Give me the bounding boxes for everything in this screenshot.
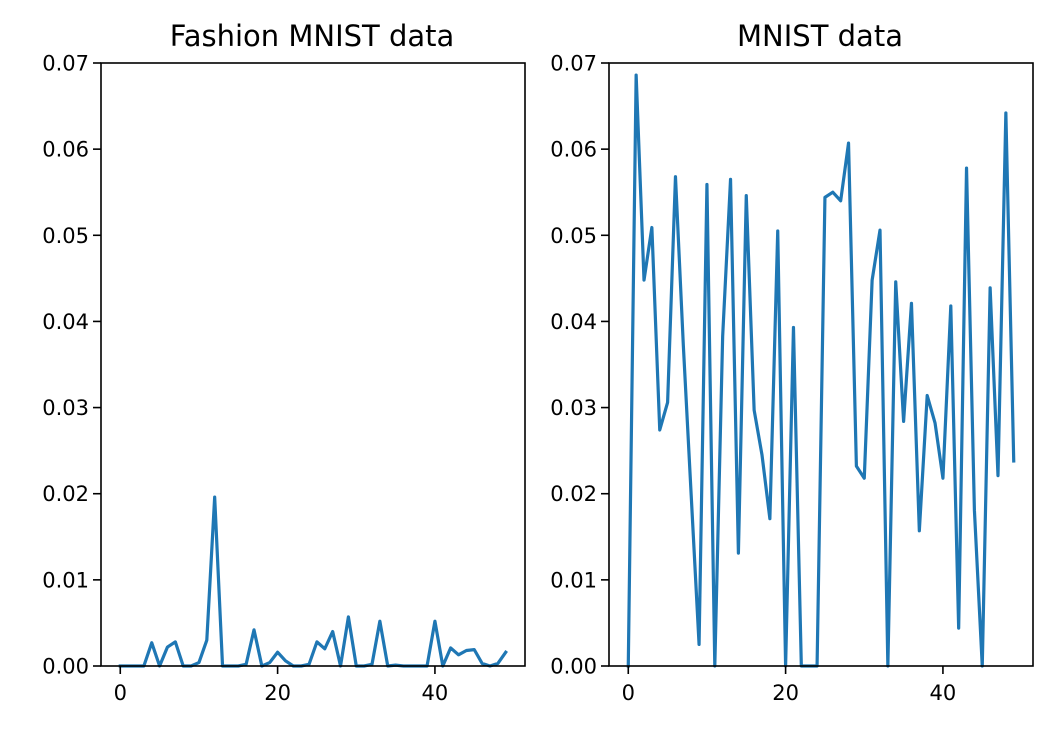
y-tick-label: 0.03	[42, 396, 89, 420]
x-tick-label: 40	[930, 681, 957, 705]
x-tick-label: 40	[422, 681, 449, 705]
axes-frame	[100, 62, 526, 667]
y-tick-label: 0.02	[42, 482, 89, 506]
chart-title: MNIST data	[737, 19, 903, 53]
y-tick-label: 0.06	[550, 138, 597, 162]
y-tick-label: 0.06	[42, 138, 89, 162]
y-tick-label: 0.07	[42, 52, 89, 76]
y-tick-label: 0.01	[550, 568, 597, 592]
series-line	[626, 73, 1016, 668]
x-tick-label: 0	[114, 681, 127, 705]
y-tick-label: 0.00	[550, 655, 597, 679]
x-tick-label: 20	[772, 681, 799, 705]
y-tick-label: 0.04	[550, 310, 597, 334]
y-tick-label: 0.04	[42, 310, 89, 334]
y-tick-label: 0.05	[550, 224, 597, 248]
x-axis: 0 20 40	[622, 666, 957, 705]
series-layer	[118, 495, 508, 668]
x-tick-label: 20	[264, 681, 291, 705]
x-axis: 0 20 40	[114, 666, 449, 705]
y-tick-label: 0.05	[42, 224, 89, 248]
series-layer	[626, 73, 1016, 668]
axes-frame	[608, 62, 1034, 667]
y-tick-label: 0.03	[550, 396, 597, 420]
y-tick-label: 0.07	[550, 52, 597, 76]
y-axis: 0.00 0.01 0.02 0.03 0.04 0.05 0.06 0.07	[42, 52, 101, 679]
chart-title: Fashion MNIST data	[170, 19, 455, 53]
y-tick-label: 0.00	[42, 655, 89, 679]
y-tick-label: 0.01	[42, 568, 89, 592]
y-axis: 0.00 0.01 0.02 0.03 0.04 0.05 0.06 0.07	[550, 52, 609, 679]
x-tick-label: 0	[622, 681, 635, 705]
series-line	[118, 495, 508, 668]
panel-fashion-mnist: Fashion MNIST data 0 20 40 0.00 0.01 0.0…	[42, 19, 526, 705]
y-tick-label: 0.02	[550, 482, 597, 506]
panel-mnist: MNIST data 0 20 40 0.00 0.01 0.02 0.03 0…	[550, 19, 1034, 705]
